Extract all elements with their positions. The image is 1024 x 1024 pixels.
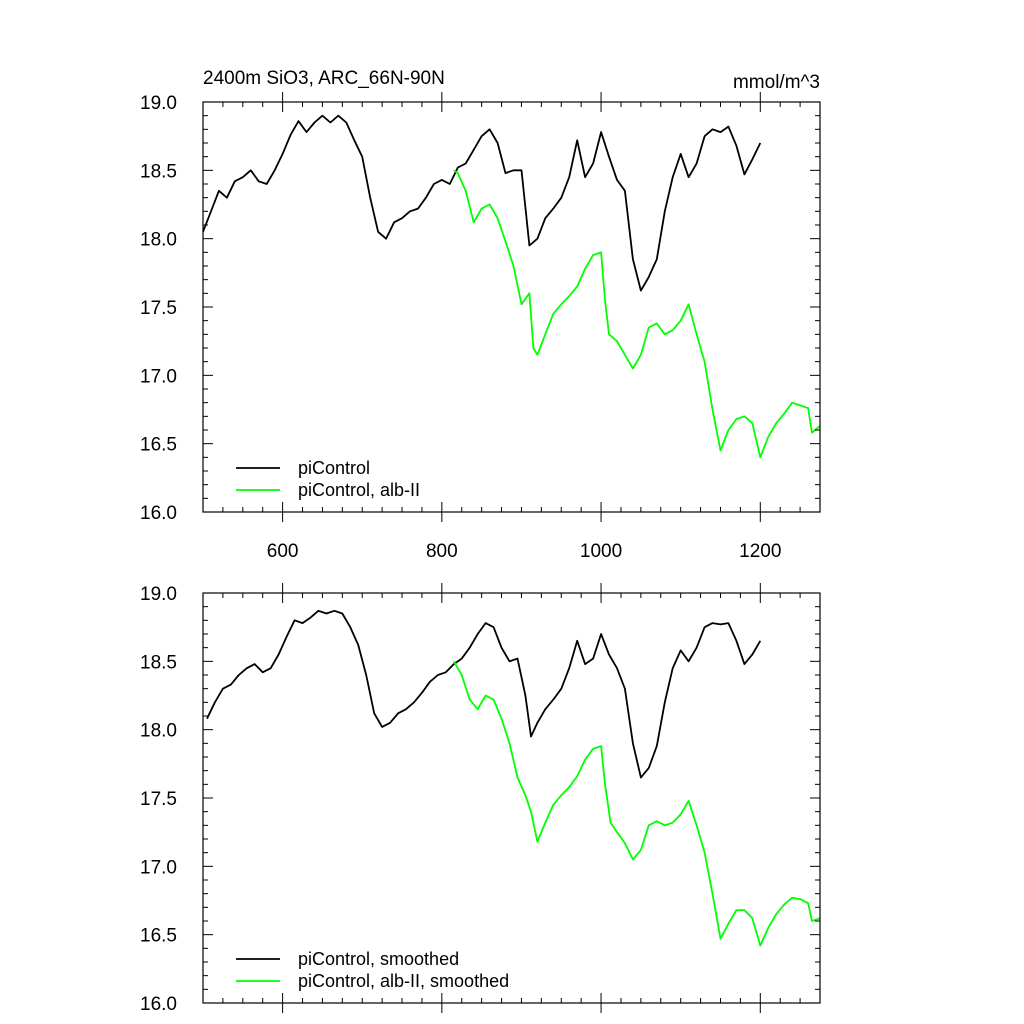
bottom-panel: 16.0 16.5 17.0 17.5 18.0 18.5 19.0 piControl, s… xyxy=(140,583,821,1015)
chart-units: mmol/m^3 xyxy=(733,72,820,93)
bottom-ytick-label: 17.0 xyxy=(140,857,177,878)
bottom-series-line-0 xyxy=(206,609,762,779)
top-ytick-label: 17.0 xyxy=(140,366,177,387)
top-ytick-label: 16.0 xyxy=(140,503,177,524)
top-ytick-label: 18.0 xyxy=(140,230,177,251)
chart-title: 2400m SiO3, ARC_66N-90N xyxy=(203,68,445,89)
top-series-line-1 xyxy=(453,169,821,459)
bottom-legend-label-0: piControl, smoothed xyxy=(298,949,459,969)
top-series-line-0 xyxy=(202,114,762,292)
top-xtick-label: 1000 xyxy=(580,541,622,562)
bottom-legend-label-1: piControl, alb-II, smoothed xyxy=(298,971,509,991)
bottom-ytick-label: 18.0 xyxy=(140,721,177,742)
bottom-ytick-label: 16.5 xyxy=(140,926,177,947)
top-ytick-label: 18.5 xyxy=(140,161,177,182)
top-panel: 16.0 16.5 17.0 17.5 18.0 18.5 19.0 600 800 1000 12… xyxy=(140,92,821,562)
top-legend-label-1: piControl, alb-II xyxy=(298,480,420,500)
bottom-ytick-label: 16.0 xyxy=(140,994,177,1015)
top-ytick-label: 17.5 xyxy=(140,298,177,319)
top-plot-frame xyxy=(202,101,821,513)
bottom-plot-frame xyxy=(202,592,821,1004)
bottom-series-line-1 xyxy=(453,660,821,947)
top-ytick-label: 19.0 xyxy=(140,93,177,114)
bottom-ytick-label: 17.5 xyxy=(140,789,177,810)
bottom-ytick-label: 19.0 xyxy=(140,584,177,605)
top-ytick-label: 16.5 xyxy=(140,435,177,456)
top-legend-label-0: piControl xyxy=(298,458,370,478)
top-xtick-label: 1200 xyxy=(739,541,781,562)
top-xtick-label: 600 xyxy=(267,541,299,562)
top-xtick-label: 800 xyxy=(426,541,458,562)
bottom-ytick-label: 18.5 xyxy=(140,652,177,673)
